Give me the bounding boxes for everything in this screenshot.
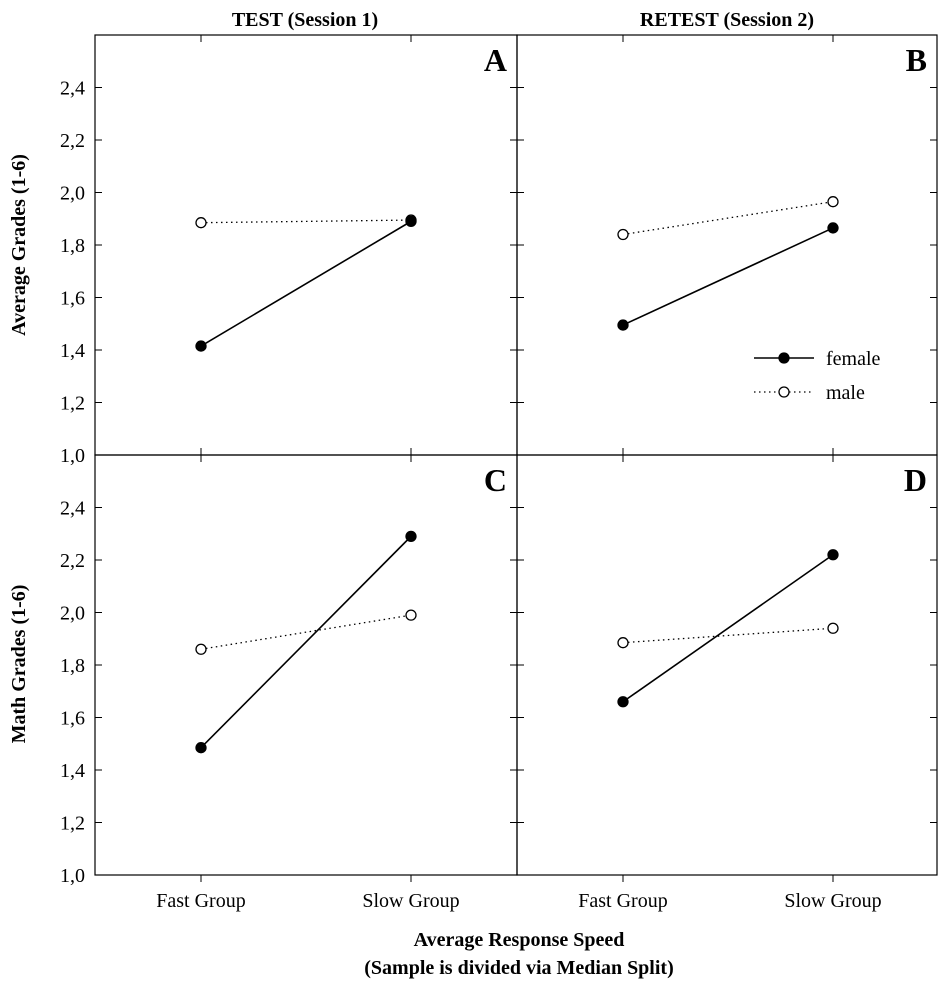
point-female [195,742,207,754]
panel-frame [94,34,518,456]
ytick-label: 1,4 [60,340,85,362]
ytick-label: 1,6 [60,288,85,310]
ytick-label: 2,0 [60,603,85,625]
xtick-label: Slow Group [784,890,881,912]
ytick-label: 1,2 [60,813,85,835]
series-line-female [622,554,834,703]
series-line-female [200,220,412,347]
ylabel-average-grades: Average Grades (1-6) [8,154,30,336]
series-line-male [200,219,412,224]
xtick-label: Fast Group [578,890,667,912]
legend-label-male: male [826,382,865,404]
legend-label-female: female [826,348,881,370]
point-female [617,319,629,331]
ytick-label: 2,0 [60,183,85,205]
ytick-label: 1,2 [60,393,85,415]
legend-marker-male [778,386,790,398]
point-male [827,622,839,634]
point-male [617,637,629,649]
point-male [617,228,629,241]
point-female [617,696,629,708]
series-line-male [622,627,834,644]
panel-letter: C [484,462,507,498]
panel-frame [516,454,938,876]
legend: female male [754,348,881,404]
xtick-label: Fast Group [156,890,245,912]
point-male [405,609,417,621]
panel-frame [516,34,938,456]
ytick-label: 2,4 [60,498,85,520]
series-line-female [622,227,834,326]
panel-b: B [516,34,938,456]
panel-letter: D [904,462,927,498]
xaxis-title-line1: Average Response Speed [414,929,625,951]
ytick-label: 1,0 [60,865,85,887]
panel-d: Fast Group Slow Group D [516,454,938,912]
panel-letter: B [906,42,927,78]
legend-marker-female [778,352,790,364]
point-female [195,340,207,352]
ytick-label: 2,4 [60,78,85,100]
column-title-test: TEST (Session 1) [232,9,378,31]
series-line-female [200,535,412,749]
point-female [405,530,417,543]
ytick-label: 1,4 [60,760,85,782]
ytick-label: 1,8 [60,655,85,677]
panels: 1,01,21,41,61,82,02,22,4A B1,01,21,41,61,… [60,34,938,912]
panel-a: 1,0 1,2 1,4 1,6 1,8 2,0 2,2 2,4 A [60,34,518,467]
ytick-label: 2,2 [60,550,85,572]
xaxis-title-line2: (Sample is divided via Median Split) [364,957,674,979]
panel-frame [94,454,518,876]
ytick-label: 1,8 [60,235,85,257]
point-female [405,215,417,228]
series-line-male [622,201,834,236]
ytick-label: 1,0 [60,445,85,467]
xtick-label: Slow Group [362,890,459,912]
point-male [195,643,207,655]
column-title-retest: RETEST (Session 2) [640,9,814,31]
point-male [827,196,839,208]
series-line-male [200,614,412,650]
point-female [827,222,839,234]
ylabel-math-grades: Math Grades (1-6) [8,585,30,744]
panel-letter: A [484,42,507,78]
point-female [827,549,839,561]
panel-c: 1,0 1,2 1,4 1,6 1,8 2,0 2,2 2,4 Fast Group Slow G… [60,454,518,912]
ytick-label: 2,2 [60,130,85,152]
point-male [195,217,207,229]
ytick-label: 1,6 [60,708,85,730]
